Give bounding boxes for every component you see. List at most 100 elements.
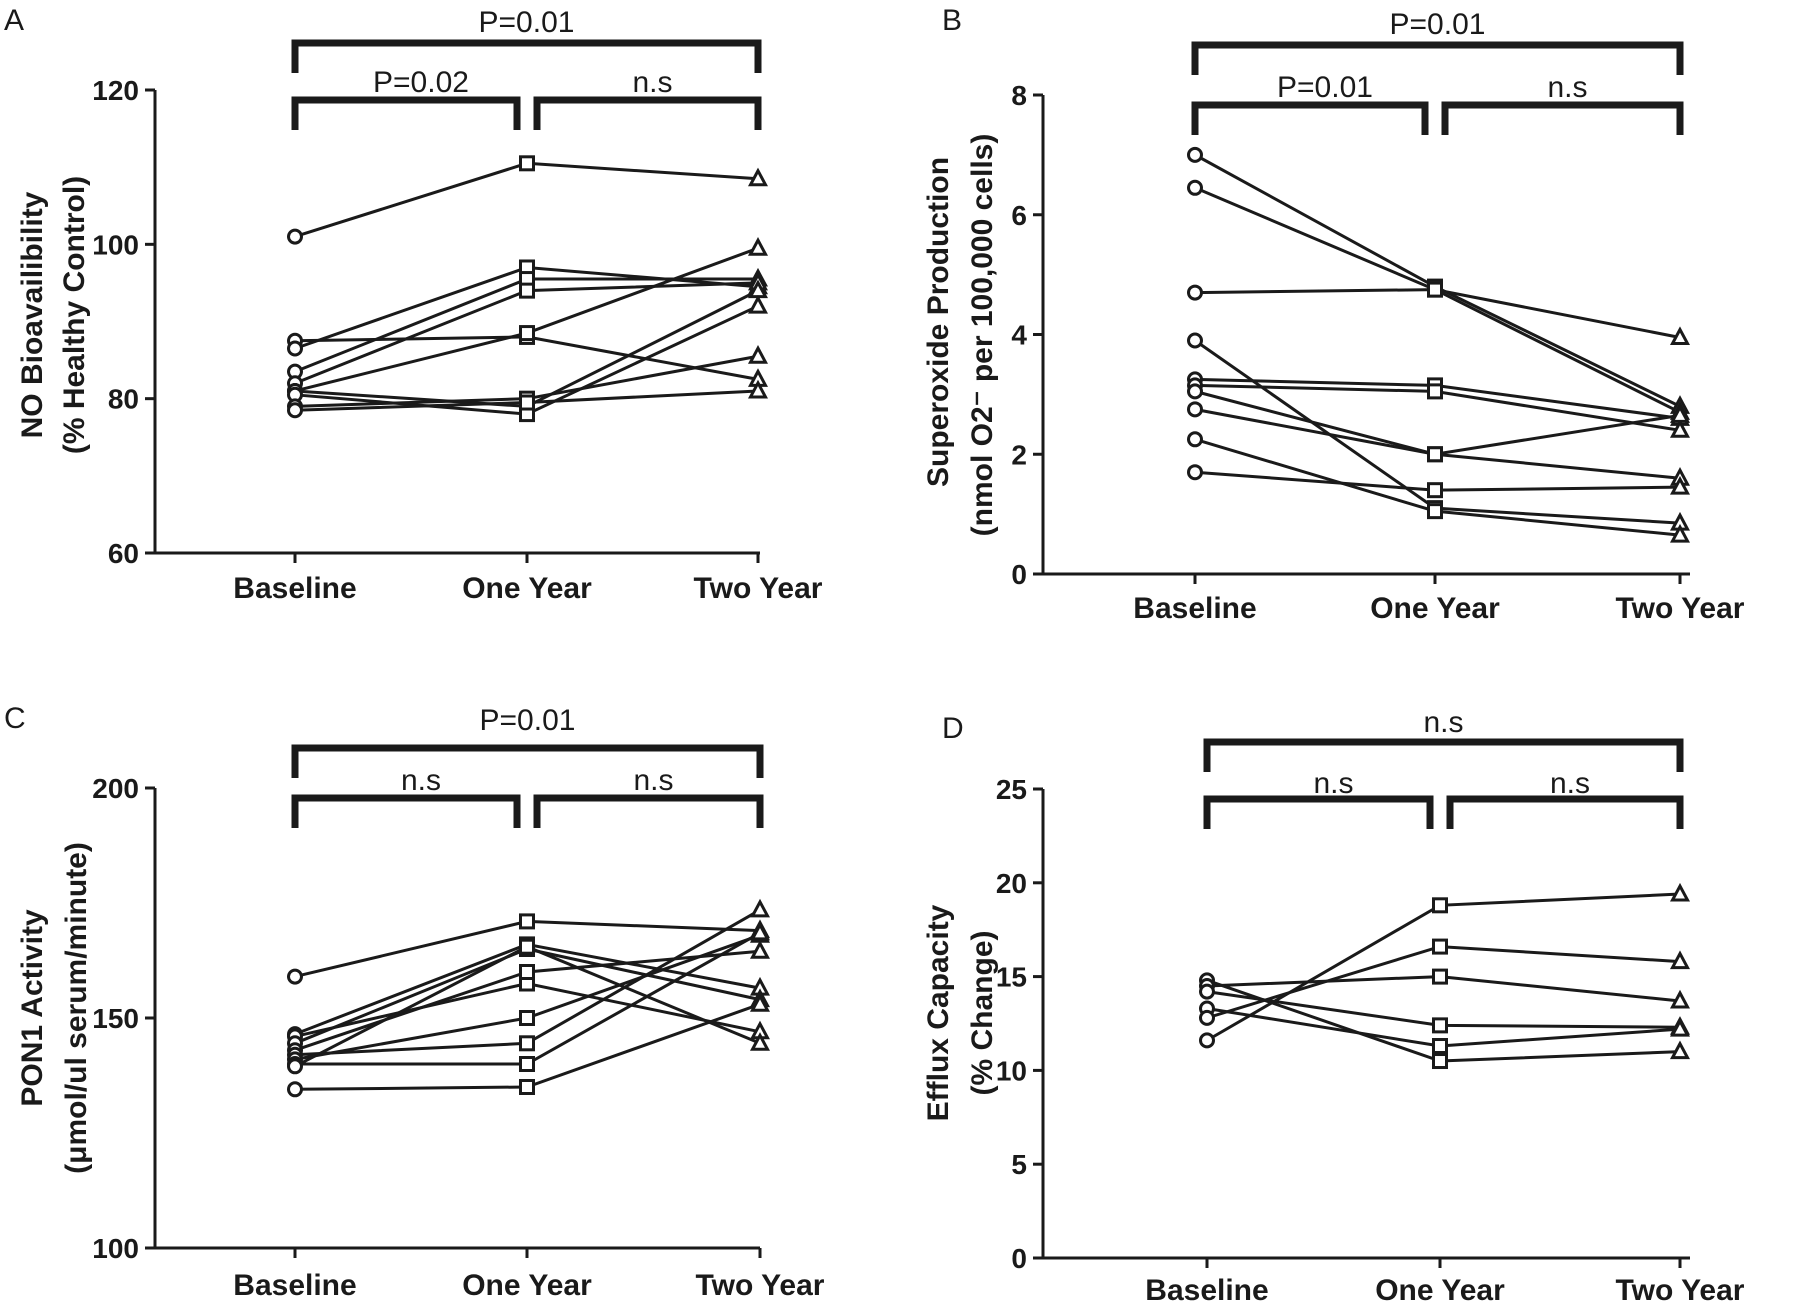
panel-b-y-tick-label: 0 bbox=[1011, 559, 1027, 590]
panel-d-point-triangle bbox=[1669, 1017, 1691, 1037]
panel-b-point-triangle bbox=[1669, 419, 1691, 438]
panel-b: B Superoxide Production (nmol O2⁻ per 10… bbox=[922, 4, 1745, 625]
panel-d-x-tick-label: Baseline bbox=[1145, 1274, 1268, 1307]
panel-b-y-axis: 0 2 4 6 8 bbox=[1011, 80, 1045, 590]
panel-c-y-axis: 100 150 200 bbox=[92, 773, 157, 1264]
panel-a-point-circle bbox=[287, 340, 303, 357]
panel-c: C PON1 Activity (μmol/ul serum/minute) 1… bbox=[4, 702, 825, 1302]
panel-b-point-triangle bbox=[1669, 476, 1691, 495]
panel-c-sig-left-label: n.s bbox=[401, 764, 441, 797]
panel-d-x-axis: Baseline One Year Two Year bbox=[1043, 1256, 1745, 1307]
panel-a-sig-right-label: n.s bbox=[632, 66, 672, 99]
panel-a-y-tick-label: 60 bbox=[108, 538, 139, 569]
panel-b-letter: B bbox=[942, 4, 962, 37]
panel-a-point-circle bbox=[287, 402, 303, 419]
panel-a-point-circle bbox=[287, 228, 303, 245]
panel-a-bracket-outer bbox=[291, 39, 762, 73]
panel-c-ylabel-line2: (μmol/ul serum/minute) bbox=[60, 842, 93, 1174]
panel-b-ylabel-line2: (nmol O2⁻ per 100,000 cells) bbox=[966, 134, 999, 537]
panel-b-point-square bbox=[1427, 503, 1443, 520]
panel-c-x-axis: Baseline One Year Two Year bbox=[155, 1246, 825, 1302]
panel-a-y-tick-label: 120 bbox=[92, 75, 139, 106]
panel-b-x-tick-label: Baseline bbox=[1133, 592, 1256, 625]
panel-d-y-tick-label: 20 bbox=[996, 868, 1027, 899]
panel-c-point-square bbox=[519, 964, 535, 980]
panel-a-x-axis: Baseline One Year Two Year bbox=[155, 551, 823, 605]
panel-c-point-square bbox=[519, 1056, 535, 1072]
panel-c-point-triangle bbox=[749, 1032, 771, 1051]
panel-d-y-tick-label: 10 bbox=[996, 1055, 1027, 1086]
panel-c-x-tick-label: Two Year bbox=[696, 1269, 825, 1302]
panel-d-y-axis: 0 5 10 15 20 25 bbox=[996, 774, 1045, 1274]
panel-b-bracket-left bbox=[1191, 101, 1429, 135]
panel-a-point-triangle bbox=[747, 237, 769, 256]
panel-c-point-square bbox=[519, 913, 535, 930]
panel-d: D Efflux Capacity (% Change) 0510152025 … bbox=[922, 706, 1745, 1307]
panel-d-bracket-right bbox=[1446, 795, 1684, 829]
panel-b-sig-left-label: P=0.01 bbox=[1277, 71, 1373, 104]
panel-b-sig-outer-label: P=0.01 bbox=[1390, 8, 1486, 41]
panel-c-x-tick-label: One Year bbox=[462, 1269, 592, 1302]
panel-b-point-circle bbox=[1187, 464, 1203, 481]
panel-c-point-square bbox=[519, 938, 535, 955]
panel-d-y-tick-label: 25 bbox=[996, 774, 1027, 805]
panel-b-point-square bbox=[1427, 383, 1443, 400]
panel-c-point-triangle bbox=[749, 898, 771, 918]
panel-a-plot-area bbox=[287, 155, 769, 423]
panel-d-point-circle bbox=[1199, 1032, 1215, 1049]
panel-c-point-circle bbox=[287, 1081, 303, 1098]
panel-c-point-square bbox=[519, 1035, 535, 1052]
panel-c-bracket-outer bbox=[291, 744, 764, 778]
panel-c-point-circle bbox=[287, 1058, 303, 1075]
panel-a-series-line bbox=[294, 289, 759, 408]
panel-c-sig-right-label: n.s bbox=[633, 764, 673, 797]
panel-d-sig-right-label: n.s bbox=[1550, 767, 1590, 800]
panel-a-x-tick-label: Two Year bbox=[694, 572, 823, 605]
panel-d-x-tick-label: Two Year bbox=[1616, 1274, 1745, 1307]
panel-a-bracket-right bbox=[533, 96, 762, 130]
panel-c-bracket-right bbox=[533, 794, 764, 828]
panel-a-series-line bbox=[294, 161, 759, 239]
panel-b-point-circle bbox=[1187, 146, 1203, 163]
panel-d-sig-left-label: n.s bbox=[1313, 767, 1353, 800]
panel-c-sig-outer-label: P=0.01 bbox=[480, 704, 576, 737]
panel-a-point-triangle bbox=[747, 167, 769, 187]
panel-a-sig-left-label: P=0.02 bbox=[373, 66, 469, 99]
panel-d-point-square bbox=[1432, 1038, 1448, 1055]
panel-c-ylabel-line1: PON1 Activity bbox=[16, 909, 49, 1107]
panel-d-point-square bbox=[1432, 968, 1448, 985]
panel-b-point-circle bbox=[1187, 383, 1203, 400]
panel-a-y-tick-label: 80 bbox=[108, 384, 139, 415]
panel-a-y-axis: 60 80 100 120 bbox=[92, 75, 157, 569]
panel-a-y-tick-label: 100 bbox=[92, 229, 139, 260]
panel-d-ylabel-line1: Efflux Capacity bbox=[922, 904, 955, 1121]
panel-c-y-tick-label: 100 bbox=[92, 1233, 139, 1264]
panel-b-y-tick-label: 6 bbox=[1011, 200, 1027, 231]
panel-c-y-tick-label: 150 bbox=[92, 1003, 139, 1034]
panel-d-point-triangle bbox=[1669, 882, 1691, 902]
panel-c-point-triangle bbox=[749, 993, 771, 1012]
panel-c-x-tick-label: Baseline bbox=[233, 1269, 356, 1302]
panel-d-point-triangle bbox=[1669, 989, 1691, 1009]
panel-c-plot-area bbox=[287, 898, 771, 1098]
panel-d-sig-outer-label: n.s bbox=[1423, 706, 1463, 739]
panel-b-y-tick-label: 8 bbox=[1011, 80, 1027, 111]
panel-c-point-square bbox=[519, 1010, 535, 1026]
panel-b-y-tick-label: 4 bbox=[1011, 320, 1027, 351]
panel-b-significance: P=0.01 P=0.01 n.s bbox=[1191, 8, 1684, 135]
panel-a-bracket-left bbox=[291, 96, 521, 130]
panel-b-point-triangle bbox=[1669, 326, 1691, 345]
panel-a-letter: A bbox=[4, 4, 24, 37]
panel-a-point-square bbox=[519, 282, 535, 299]
panel-a-ylabel-line2: (% Healthy Control) bbox=[58, 176, 91, 454]
panel-b-point-circle bbox=[1187, 332, 1203, 349]
panel-c-point-circle bbox=[287, 968, 303, 985]
panel-a-significance: P=0.01 P=0.02 n.s bbox=[291, 6, 762, 130]
panel-a: A NO Bioavailibility (% Healthy Control)… bbox=[4, 4, 823, 605]
panel-b-point-triangle bbox=[1669, 523, 1691, 543]
panel-b-point-circle bbox=[1187, 401, 1203, 418]
panel-d-point-circle bbox=[1199, 1009, 1215, 1026]
panel-a-ylabel-line1: NO Bioavailibility bbox=[16, 191, 49, 438]
panel-b-point-square bbox=[1427, 482, 1443, 499]
